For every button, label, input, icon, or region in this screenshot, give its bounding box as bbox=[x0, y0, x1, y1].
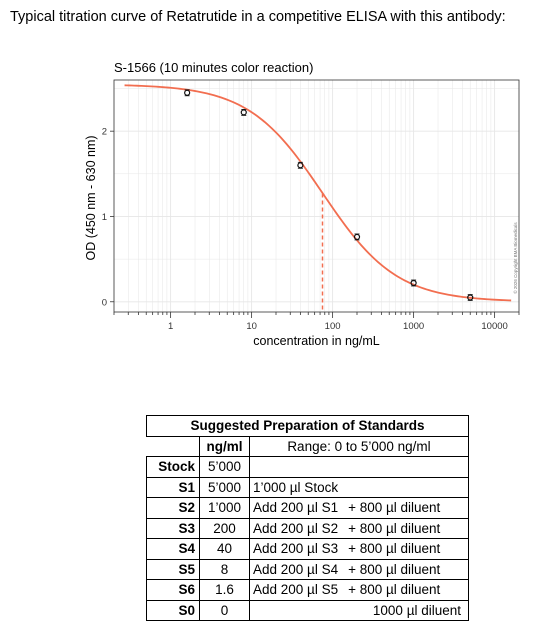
standard-name: Stock bbox=[146, 456, 200, 478]
y-tick-label: 2 bbox=[102, 127, 107, 138]
points-layer bbox=[184, 89, 474, 301]
standard-name: S1 bbox=[146, 476, 200, 498]
standard-name: S5 bbox=[146, 558, 200, 580]
preparation-step: Add 200 µl S1 bbox=[253, 500, 339, 516]
standard-concentration: 1’000 bbox=[199, 497, 250, 519]
standard-name: S3 bbox=[146, 517, 200, 539]
table-row: S3 200 Add 200 µl S2 + 800 µl diluent bbox=[146, 517, 469, 539]
x-tick-label: 10000 bbox=[481, 321, 507, 332]
table-row: S6 1.6 Add 200 µl S5 + 800 µl diluent bbox=[146, 579, 469, 601]
preparation-step: Add 200 µl S3 bbox=[253, 541, 339, 557]
axes: 1 10 100 1000 10000 0 1 2 bbox=[102, 127, 520, 332]
table-header-row: ng/ml Range: 0 to 5’000 ng/ml bbox=[146, 435, 469, 457]
copyright-note: © 2026 Copyright BMA Biomedicals bbox=[512, 222, 518, 294]
standard-preparation bbox=[249, 456, 469, 478]
plot-background bbox=[114, 80, 519, 312]
x-tick-label: 10 bbox=[246, 321, 257, 332]
standard-preparation: 1’000 µl Stock bbox=[249, 476, 469, 498]
standard-name: S2 bbox=[146, 497, 200, 519]
page-heading: Typical titration curve of Retatrutide i… bbox=[10, 9, 506, 25]
diluent-step: + 800 µl diluent bbox=[348, 541, 441, 557]
standard-preparation: Add 200 µl S4 + 800 µl diluent bbox=[249, 558, 469, 580]
plot-frame bbox=[113, 79, 520, 313]
table-row: S2 1’000 Add 200 µl S1 + 800 µl diluent bbox=[146, 497, 469, 519]
x-tick-label: 1000 bbox=[403, 321, 424, 332]
table-header-range: Range: 0 to 5’000 ng/ml bbox=[249, 435, 469, 457]
data-point bbox=[410, 279, 417, 287]
y-axis-label: OD (450 nm - 630 nm) bbox=[84, 135, 98, 260]
standard-concentration: 8 bbox=[199, 558, 250, 580]
standard-concentration: 5’000 bbox=[199, 456, 250, 478]
table-row: S1 5’000 1’000 µl Stock bbox=[146, 476, 469, 498]
diluent-step: + 800 µl diluent bbox=[348, 582, 441, 598]
table-header-blank bbox=[146, 436, 200, 457]
standard-concentration: 1.6 bbox=[199, 579, 250, 601]
table-header-conc: ng/ml bbox=[199, 435, 250, 457]
standard-preparation: 1000 µl diluent bbox=[249, 599, 469, 621]
grid bbox=[113, 80, 520, 312]
table-row: S4 40 Add 200 µl S3 + 800 µl diluent bbox=[146, 538, 469, 560]
preparation-step: 1’000 µl Stock bbox=[253, 479, 339, 495]
standard-concentration: 40 bbox=[199, 538, 250, 560]
data-point bbox=[297, 162, 304, 169]
titration-chart: S-1566 (10 minutes color reaction) 1 10 10… bbox=[84, 60, 520, 348]
standard-preparation: Add 200 µl S2 + 800 µl diluent bbox=[249, 517, 469, 539]
standards-table: Suggested Preparation of Standards ng/ml… bbox=[146, 415, 469, 621]
y-tick-label: 0 bbox=[102, 297, 107, 308]
standard-concentration: 5’000 bbox=[199, 476, 250, 498]
standard-preparation: Add 200 µl S3 + 800 µl diluent bbox=[249, 538, 469, 560]
diluent-step: + 800 µl diluent bbox=[348, 561, 441, 577]
y-tick-label: 1 bbox=[102, 212, 107, 223]
data-point bbox=[240, 109, 247, 116]
data-point bbox=[467, 294, 474, 301]
table-title-row: Suggested Preparation of Standards bbox=[146, 415, 469, 437]
standard-name: S6 bbox=[146, 579, 200, 601]
x-axis-label: concentration in ng/mL bbox=[253, 334, 380, 348]
table-title: Suggested Preparation of Standards bbox=[146, 415, 469, 437]
standard-concentration: 0 bbox=[199, 599, 250, 621]
preparation-step: Add 200 µl S4 bbox=[253, 561, 339, 577]
x-tick-label: 1 bbox=[168, 321, 173, 332]
table-row: Stock 5’000 bbox=[146, 456, 469, 478]
standard-preparation: Add 200 µl S1 + 800 µl diluent bbox=[249, 497, 469, 519]
preparation-step: Add 200 µl S5 bbox=[253, 582, 339, 598]
diluent-step: 1000 µl diluent bbox=[372, 602, 461, 618]
table-body: Stock 5’000 S1 5’000 1’000 µl Stock S2 1’000 Ad… bbox=[146, 456, 469, 621]
diluent-step: + 800 µl diluent bbox=[348, 520, 441, 536]
standard-name: S0 bbox=[146, 599, 200, 621]
data-point bbox=[184, 89, 191, 96]
x-tick-label: 100 bbox=[325, 321, 341, 332]
table-row: S5 8 Add 200 µl S4 + 800 µl diluent bbox=[146, 558, 469, 580]
table-row: S0 0 1000 µl diluent bbox=[146, 599, 469, 621]
chart-title: S-1566 (10 minutes color reaction) bbox=[114, 60, 313, 75]
data-point bbox=[353, 233, 361, 241]
preparation-step: Add 200 µl S2 bbox=[253, 520, 339, 536]
standard-name: S4 bbox=[146, 538, 200, 560]
standard-preparation: Add 200 µl S5 + 800 µl diluent bbox=[249, 579, 469, 601]
diluent-step: + 800 µl diluent bbox=[348, 500, 441, 516]
standard-concentration: 200 bbox=[199, 517, 250, 539]
